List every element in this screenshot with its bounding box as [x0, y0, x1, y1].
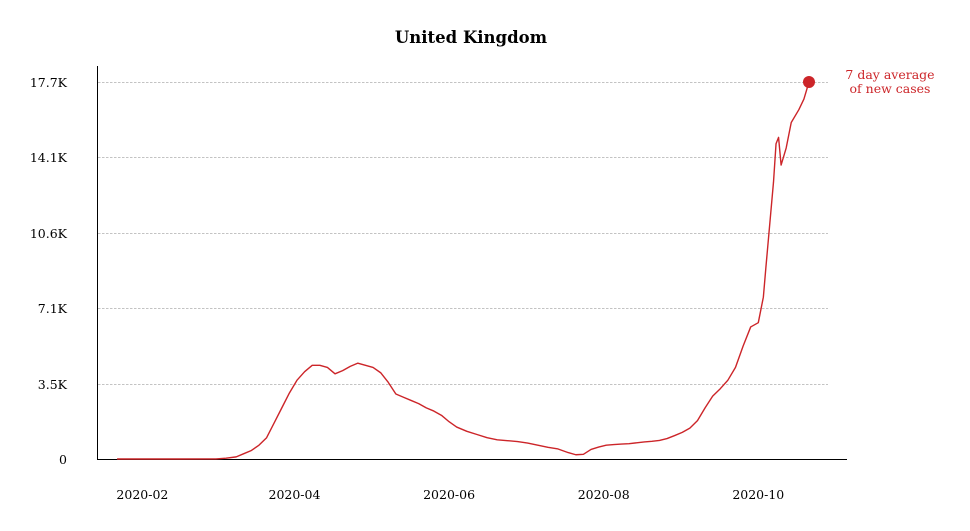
y-tick-label: 7.1K — [38, 301, 68, 316]
x-tick-label: 2020-06 — [423, 487, 475, 502]
series-line — [117, 81, 810, 460]
chart-title: United Kingdom — [395, 28, 548, 47]
series-layer — [117, 76, 815, 460]
series-label-line: 7 day average — [845, 67, 934, 82]
grid-lines — [98, 82, 828, 385]
x-tick-label: 2020-08 — [578, 487, 630, 502]
x-axis-ticks: 2020-02 2020-04 2020-06 2020-08 2020-10 — [116, 487, 784, 502]
y-tick-label: 10.6K — [30, 226, 68, 241]
series-label-line: of new cases — [850, 81, 931, 96]
x-tick-label: 2020-02 — [116, 487, 168, 502]
y-tick-label: 0 — [59, 452, 67, 467]
y-tick-label: 17.7K — [30, 75, 68, 90]
last-value-marker — [802, 76, 815, 88]
y-axis-ticks: 0 3.5K 7.1K 10.6K 14.1K 17.7K — [30, 75, 68, 467]
y-tick-label: 14.1K — [30, 150, 68, 165]
y-tick-label: 3.5K — [38, 377, 68, 392]
x-tick-label: 2020-10 — [732, 487, 784, 502]
x-tick-label: 2020-04 — [269, 487, 321, 502]
